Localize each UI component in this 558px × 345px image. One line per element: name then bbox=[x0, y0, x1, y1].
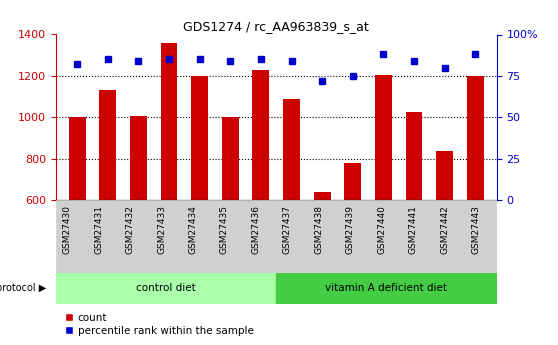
Bar bbox=[161, 43, 177, 200]
Bar bbox=[69, 117, 85, 200]
Bar bbox=[307, 200, 339, 273]
Bar bbox=[182, 200, 213, 273]
Bar bbox=[56, 273, 276, 304]
Bar bbox=[222, 117, 239, 200]
Bar bbox=[406, 112, 422, 200]
Text: GSM27439: GSM27439 bbox=[346, 205, 355, 254]
Text: GSM27442: GSM27442 bbox=[440, 205, 449, 254]
Text: GSM27436: GSM27436 bbox=[252, 205, 261, 254]
Bar bbox=[467, 76, 484, 200]
Text: GSM27434: GSM27434 bbox=[189, 205, 198, 254]
Bar bbox=[371, 200, 402, 273]
Bar bbox=[191, 76, 208, 200]
Text: GSM27441: GSM27441 bbox=[409, 205, 418, 254]
Bar bbox=[99, 90, 116, 200]
Bar bbox=[276, 273, 497, 304]
Bar bbox=[245, 200, 276, 273]
Bar bbox=[402, 200, 434, 273]
Bar bbox=[344, 163, 361, 200]
Text: GSM27430: GSM27430 bbox=[62, 205, 71, 254]
Bar bbox=[56, 200, 87, 273]
Text: GSM27443: GSM27443 bbox=[472, 205, 481, 254]
Bar bbox=[375, 75, 392, 200]
Text: GSM27432: GSM27432 bbox=[126, 205, 134, 254]
Text: control diet: control diet bbox=[136, 283, 196, 293]
Text: GSM27431: GSM27431 bbox=[94, 205, 103, 254]
Legend: count, percentile rank within the sample: count, percentile rank within the sample bbox=[61, 309, 258, 340]
Bar bbox=[119, 200, 150, 273]
Title: GDS1274 / rc_AA963839_s_at: GDS1274 / rc_AA963839_s_at bbox=[184, 20, 369, 33]
Bar bbox=[283, 99, 300, 200]
Bar bbox=[150, 200, 182, 273]
Text: GSM27438: GSM27438 bbox=[315, 205, 324, 254]
Bar bbox=[213, 200, 245, 273]
Text: protocol ▶: protocol ▶ bbox=[0, 283, 46, 293]
Bar bbox=[436, 151, 453, 200]
Bar bbox=[314, 192, 330, 200]
Text: GSM27437: GSM27437 bbox=[283, 205, 292, 254]
Bar bbox=[252, 70, 270, 200]
Bar bbox=[339, 200, 371, 273]
Bar bbox=[130, 116, 147, 200]
Bar bbox=[276, 200, 307, 273]
Text: GSM27440: GSM27440 bbox=[377, 205, 386, 254]
Bar bbox=[434, 200, 465, 273]
Text: GSM27433: GSM27433 bbox=[157, 205, 166, 254]
Text: vitamin A deficient diet: vitamin A deficient diet bbox=[325, 283, 448, 293]
Bar bbox=[87, 200, 119, 273]
Bar bbox=[465, 200, 497, 273]
Text: GSM27435: GSM27435 bbox=[220, 205, 229, 254]
